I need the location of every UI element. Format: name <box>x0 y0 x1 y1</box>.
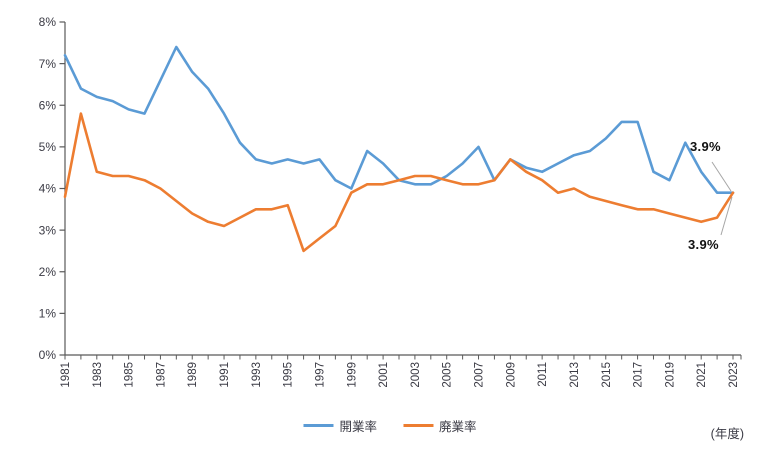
series-line-1 <box>63 112 735 253</box>
x-tick-label: 2001 <box>378 362 390 388</box>
x-tick-label: 1983 <box>92 362 104 388</box>
y-tick-label: 2% <box>39 265 57 279</box>
x-tick-label: 2003 <box>410 362 422 388</box>
y-tick-label: 4% <box>39 182 57 196</box>
y-tick-label: 0% <box>39 348 57 362</box>
y-tick-label: 7% <box>39 57 57 71</box>
x-tick-label: 2019 <box>664 362 676 388</box>
x-tick-label: 1991 <box>219 362 231 388</box>
x-tick-label: 2005 <box>442 362 454 388</box>
x-tick-label: 2017 <box>633 362 645 388</box>
x-tick-label: 2021 <box>696 362 708 388</box>
x-tick-label: 2009 <box>505 362 517 388</box>
annotation-opening-rate-final: 3.9% <box>690 139 721 154</box>
x-tick-label: 2015 <box>601 362 613 388</box>
x-tick-label: 2013 <box>569 362 581 388</box>
legend-label-closing-rate: 廃業率 <box>439 420 477 434</box>
y-tick-label: 3% <box>39 223 57 237</box>
x-tick-label: 2011 <box>537 362 549 387</box>
x-tick-label: 2007 <box>474 362 486 388</box>
series-line-0 <box>63 45 735 194</box>
x-tick-label: 1985 <box>124 362 136 388</box>
closing-rate-line-swatch <box>403 424 433 427</box>
x-tick-label: 1993 <box>251 362 263 388</box>
annotation-closing-rate-final: 3.9% <box>688 237 719 252</box>
x-tick-label: 1989 <box>187 362 199 388</box>
legend-item-opening-rate: 開業率 <box>303 416 377 435</box>
x-tick-label: 1981 <box>60 362 72 388</box>
leader-line-bottom <box>720 196 733 236</box>
legend-label-opening-rate: 開業率 <box>339 420 377 434</box>
x-tick-label: 1997 <box>314 362 326 388</box>
legend: 開業率 廃業率 <box>303 416 477 435</box>
opening-rate-line-swatch <box>303 424 334 427</box>
leader-line-top <box>711 161 732 192</box>
y-tick-label: 8% <box>39 15 57 29</box>
legend-item-closing-rate: 廃業率 <box>403 416 477 435</box>
x-tick-label: 1987 <box>155 362 167 388</box>
y-tick-label: 6% <box>39 98 57 112</box>
x-tick-label: 2023 <box>728 362 740 388</box>
x-tick-label: 1999 <box>346 362 358 388</box>
y-tick-label: 5% <box>39 140 57 154</box>
x-axis-unit-label: (年度) <box>710 427 744 441</box>
y-tick-label: 1% <box>39 307 57 321</box>
x-tick-label: 1995 <box>283 362 295 388</box>
